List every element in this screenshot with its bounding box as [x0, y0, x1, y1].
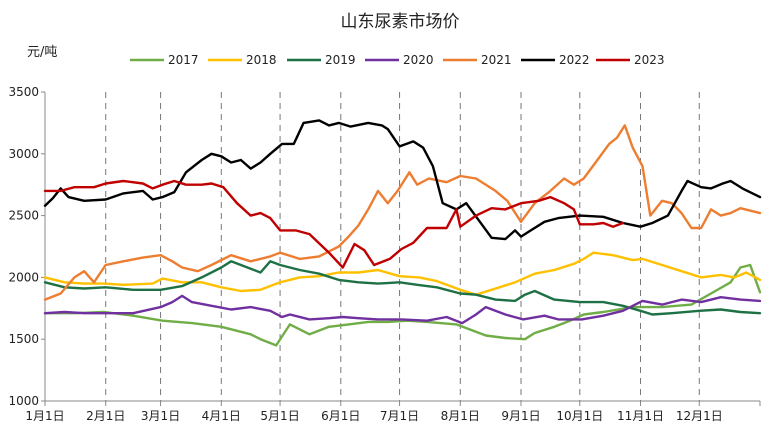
- series-line-2023: [43, 179, 625, 269]
- x-tick-label: 5月1日: [260, 409, 299, 423]
- y-tick-label: 3500: [8, 85, 39, 99]
- x-tick-label: 3月1日: [141, 409, 180, 423]
- x-tick-label: 6月1日: [321, 409, 360, 423]
- x-tick-label: 10月1日: [556, 409, 603, 423]
- y-axis-unit: 元/吨: [27, 45, 57, 60]
- series-line-2021: [43, 124, 762, 301]
- plot-area: [43, 119, 762, 347]
- legend-label-2023: 2023: [634, 53, 665, 67]
- legend: 2017 2018 2019 2020 2021 2022 2023: [130, 53, 665, 67]
- y-tick-label: 2000: [8, 270, 39, 284]
- legend-label-2020: 2020: [403, 53, 434, 67]
- chart-title: 山东尿素市场价: [341, 12, 460, 32]
- legend-label-2017: 2017: [168, 53, 199, 67]
- x-tick-label: 12月1日: [676, 409, 723, 423]
- x-tick-label: 1月1日: [25, 409, 64, 423]
- series-line-2022: [43, 119, 762, 241]
- legend-label-2022: 2022: [559, 53, 590, 67]
- y-tick-label: 2500: [8, 209, 39, 223]
- axes: [44, 92, 760, 402]
- grid: [105, 92, 700, 401]
- legend-label-2018: 2018: [246, 53, 277, 67]
- x-axis-ticks: 1月1日 2月1日 3月1日 4月1日 5月1日 6月1日 7月1日 8月1日 9月1日 10月1…: [25, 401, 761, 423]
- x-tick-label: 11月1日: [617, 409, 664, 423]
- x-tick-label: 2月1日: [86, 409, 125, 423]
- y-axis-ticks: 1000 1500 2000 2500 3000 3500: [8, 85, 45, 408]
- legend-label-2021: 2021: [481, 53, 512, 67]
- y-tick-label: 3000: [8, 147, 39, 161]
- series-line-2019: [43, 260, 762, 316]
- y-tick-label: 1500: [8, 332, 39, 346]
- series-line-2018: [43, 251, 762, 296]
- series-line-2017: [43, 263, 762, 347]
- y-tick-label: 1000: [8, 394, 39, 408]
- series-line-2020: [43, 294, 762, 325]
- x-tick-label: 7月1日: [380, 409, 419, 423]
- x-tick-label: 9月1日: [501, 409, 540, 423]
- x-tick-label: 8月1日: [441, 409, 480, 423]
- legend-label-2019: 2019: [325, 53, 356, 67]
- x-tick-label: 4月1日: [202, 409, 241, 423]
